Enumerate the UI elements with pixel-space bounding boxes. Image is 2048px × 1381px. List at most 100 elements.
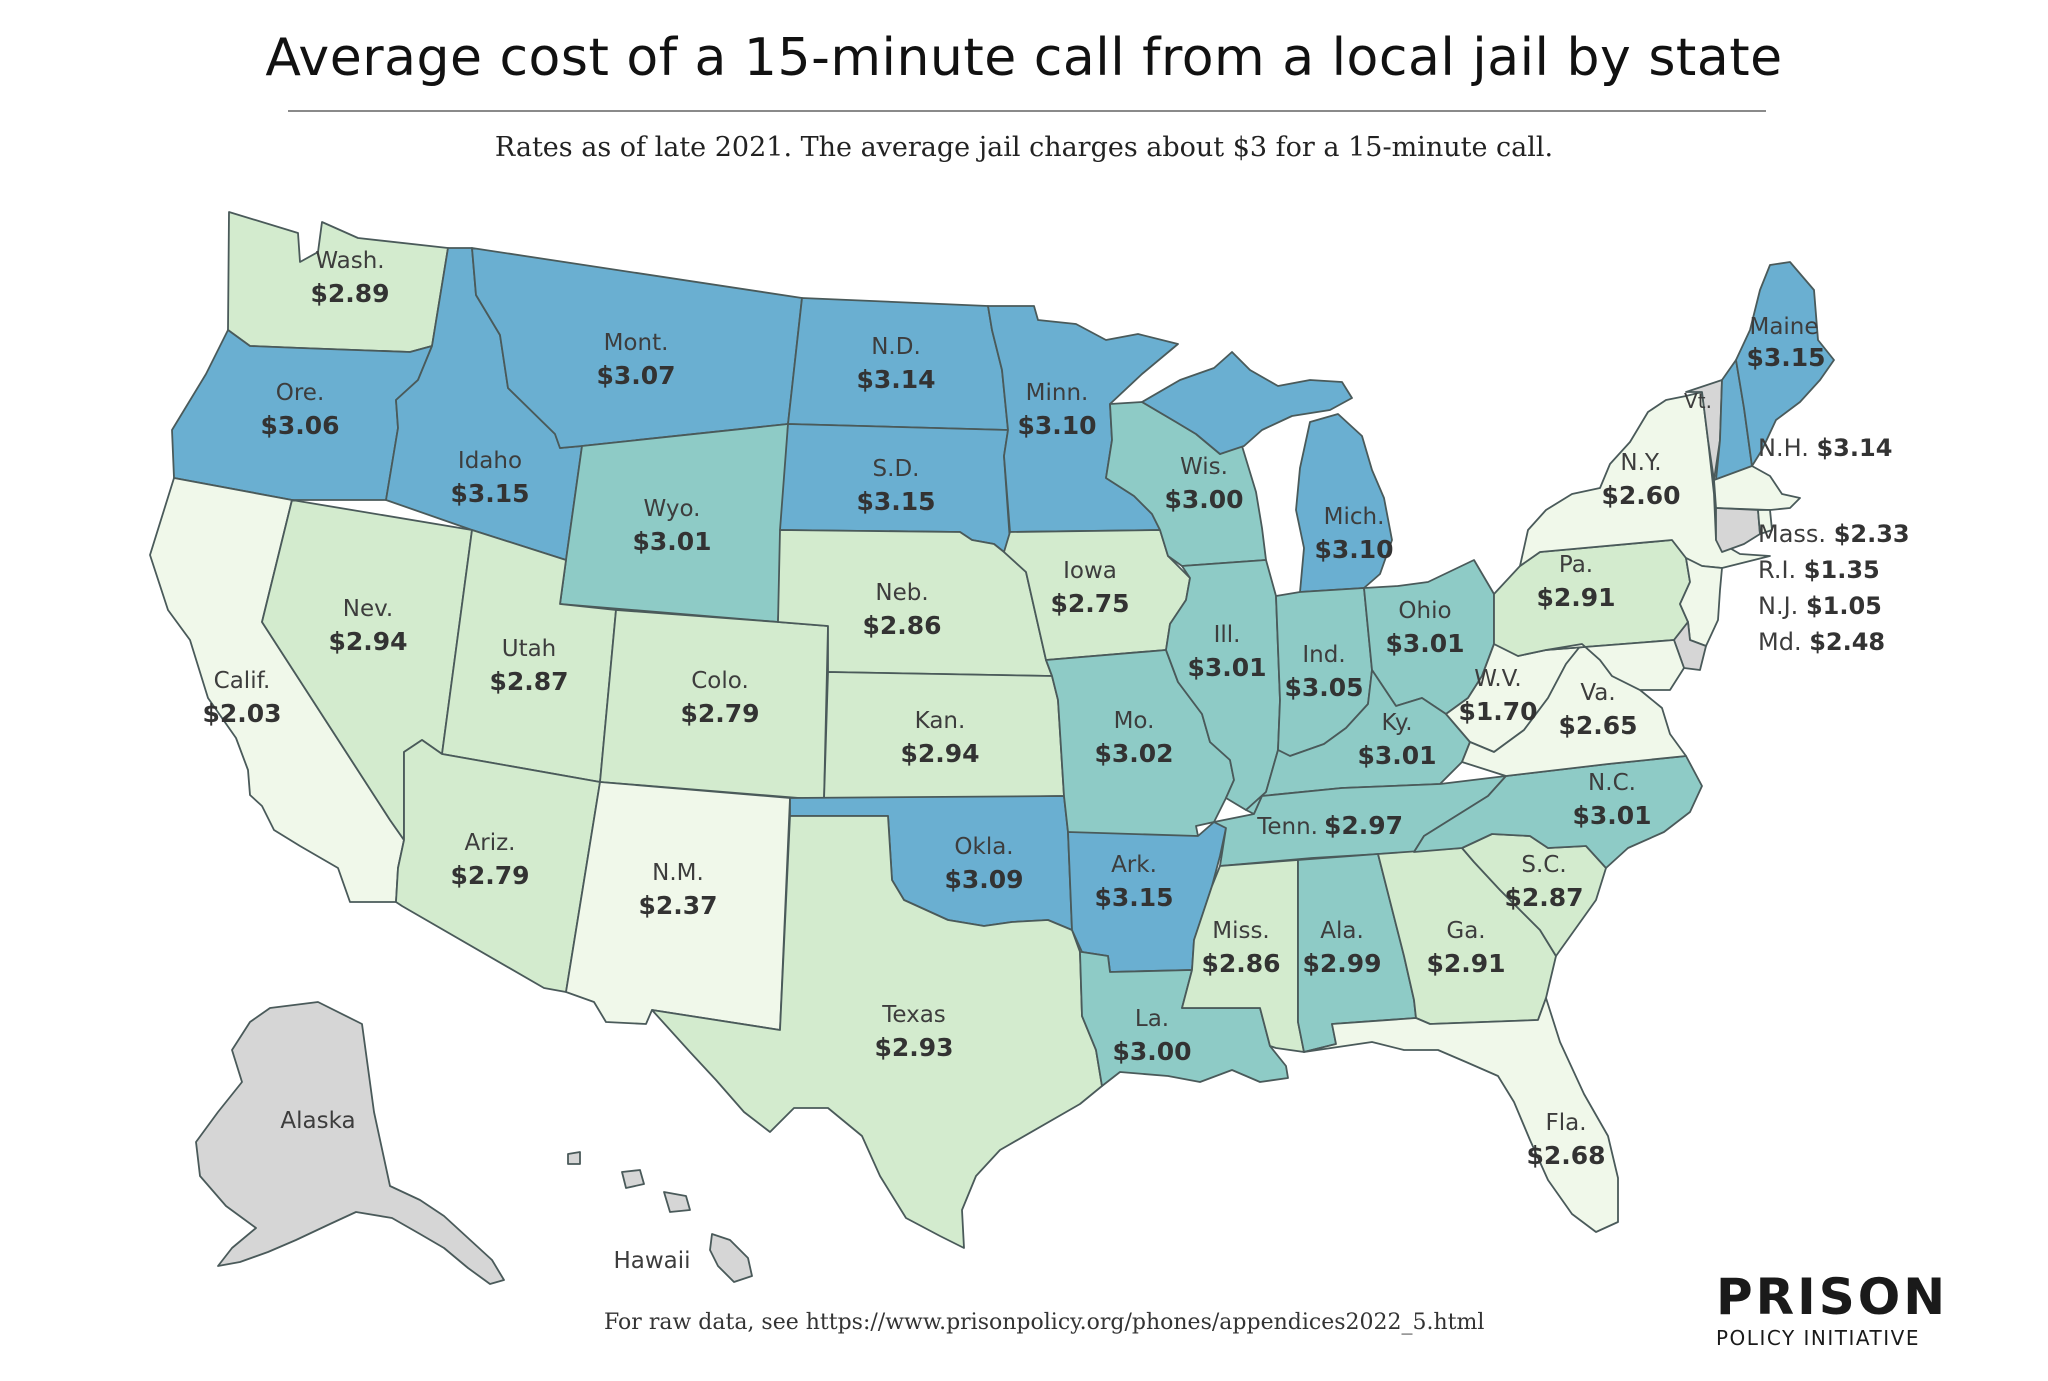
state-value-mo: $3.02 [1094, 739, 1173, 768]
state-name-ks: Kan. [915, 708, 966, 734]
state-value-md: $2.48 [1809, 628, 1886, 656]
state-name-in: Ind. [1302, 642, 1345, 668]
state-value-me: $3.15 [1746, 343, 1825, 372]
logo-prison: PRISON [1716, 1268, 1949, 1326]
state-value-ms: $2.86 [1201, 949, 1280, 978]
state-value-id: $3.15 [450, 479, 529, 508]
state-value-ar: $3.15 [1094, 883, 1173, 912]
label-nh: N.H. $3.14 [1758, 434, 1892, 462]
state-shape-wy[interactable] [559, 423, 789, 623]
state-name-or: Ore. [276, 380, 325, 406]
state-name-az: Ariz. [465, 830, 516, 856]
state-value-ut: $2.87 [489, 667, 568, 696]
state-value-nj: $1.05 [1805, 592, 1882, 620]
state-value-tn: $2.97 [1324, 811, 1403, 840]
state-name-ma: Mass. [1758, 520, 1827, 548]
state-value-mn: $3.10 [1017, 411, 1096, 440]
label-nj: N.J. $1.05 [1758, 592, 1882, 620]
state-value-nd: $3.14 [856, 365, 935, 394]
state-name-tx: Texas [881, 1002, 946, 1028]
logo-policy-initiative: POLICY INITIATIVE [1716, 1326, 1920, 1350]
state-value-ri: $1.35 [1803, 556, 1880, 584]
state-value-ok: $3.09 [944, 865, 1023, 894]
state-value-la: $3.00 [1112, 1037, 1191, 1066]
state-name-ny: N.Y. [1620, 450, 1661, 476]
state-name-ga: Ga. [1446, 918, 1485, 944]
state-name-la: La. [1135, 1006, 1169, 1032]
state-shape-fl[interactable] [1303, 997, 1619, 1233]
state-shape-md[interactable] [1545, 639, 1685, 691]
state-name-fl: Fla. [1545, 1110, 1586, 1136]
state-value-ky: $3.01 [1357, 741, 1436, 770]
state-value-il: $3.01 [1187, 653, 1266, 682]
state-value-ne: $2.86 [862, 611, 941, 640]
state-value-ny: $2.60 [1601, 481, 1680, 510]
state-shape-hi-1[interactable] [709, 1233, 753, 1283]
state-shape-mi-lower[interactable] [1295, 413, 1393, 593]
state-name-pa: Pa. [1559, 552, 1593, 578]
state-name-ri: R.I. [1758, 556, 1797, 584]
state-shape-ct[interactable] [1715, 507, 1761, 553]
state-shape-me[interactable] [1735, 261, 1835, 467]
state-name-sc: S.C. [1521, 852, 1566, 878]
state-shape-nc[interactable] [1413, 755, 1703, 869]
state-name-nv: Nev. [343, 596, 394, 622]
state-name-ms: Miss. [1212, 918, 1270, 944]
state-value-oh: $3.01 [1385, 629, 1464, 658]
state-name-sd: S.D. [873, 456, 920, 482]
source-note: For raw data, see https://www.prisonpoli… [604, 1310, 1485, 1335]
state-shape-hi-4[interactable] [567, 1151, 581, 1165]
state-name-ak: Alaska [280, 1108, 355, 1134]
label-ma: Mass. $2.33 [1758, 520, 1910, 548]
state-shape-ks[interactable] [823, 671, 1065, 801]
state-name-ok: Okla. [954, 834, 1013, 860]
state-shape-hi-3[interactable] [621, 1169, 645, 1189]
state-value-nc: $3.01 [1572, 801, 1651, 830]
state-value-wv: $1.70 [1458, 697, 1537, 726]
state-shape-ak[interactable] [195, 1001, 505, 1285]
state-name-mi: Mich. [1324, 504, 1385, 530]
state-name-nj: N.J. [1758, 592, 1799, 620]
title-divider [288, 110, 1766, 112]
label-md: Md. $2.48 [1758, 628, 1885, 656]
state-value-in: $3.05 [1284, 673, 1363, 702]
state-value-wa: $2.89 [310, 279, 389, 308]
state-name-ky: Ky. [1381, 710, 1412, 736]
state-name-me: Maine [1749, 314, 1818, 340]
state-value-sd: $3.15 [856, 487, 935, 516]
state-value-mi: $3.10 [1314, 535, 1393, 564]
state-value-az: $2.79 [450, 861, 529, 890]
state-value-ma: $2.33 [1833, 520, 1910, 548]
state-name-ne: Neb. [875, 580, 928, 606]
state-value-sc: $2.87 [1504, 883, 1583, 912]
state-name-wa: Wash. [315, 248, 384, 274]
state-name-tn: Tenn. [1256, 814, 1318, 840]
state-labels: Wash. $2.89 Ore. $3.06 Calif. $2.03 Nev.… [202, 248, 1825, 1274]
state-shape-hi-2[interactable] [663, 1191, 691, 1213]
state-shape-tx[interactable] [651, 815, 1103, 1249]
state-value-nm: $2.37 [638, 891, 717, 920]
state-name-oh: Ohio [1398, 598, 1451, 624]
state-shape-mi-upper[interactable] [1141, 351, 1353, 455]
state-name-nh: N.H. [1758, 434, 1809, 462]
state-name-il: Ill. [1214, 622, 1241, 648]
state-name-id: Idaho [458, 448, 522, 474]
state-value-tx: $2.93 [874, 1033, 953, 1062]
state-shape-ri[interactable] [1757, 509, 1773, 535]
state-value-ca: $2.03 [202, 699, 281, 728]
state-shapes [149, 211, 1835, 1285]
state-name-va: Va. [1580, 680, 1615, 706]
state-name-mt: Mont. [604, 330, 669, 356]
state-value-wi: $3.00 [1164, 485, 1243, 514]
state-shape-nd[interactable] [787, 297, 1009, 431]
state-name-co: Colo. [691, 668, 749, 694]
map-subtitle: Rates as of late 2021. The average jail … [494, 132, 1554, 163]
state-value-al: $2.99 [1302, 949, 1381, 978]
state-name-mn: Minn. [1026, 380, 1089, 406]
state-name-al: Ala. [1320, 918, 1364, 944]
state-value-ia: $2.75 [1050, 589, 1129, 618]
state-name-wv: W.V. [1474, 666, 1522, 692]
state-name-ar: Ark. [1111, 852, 1157, 878]
state-value-nh: $3.14 [1816, 434, 1893, 462]
